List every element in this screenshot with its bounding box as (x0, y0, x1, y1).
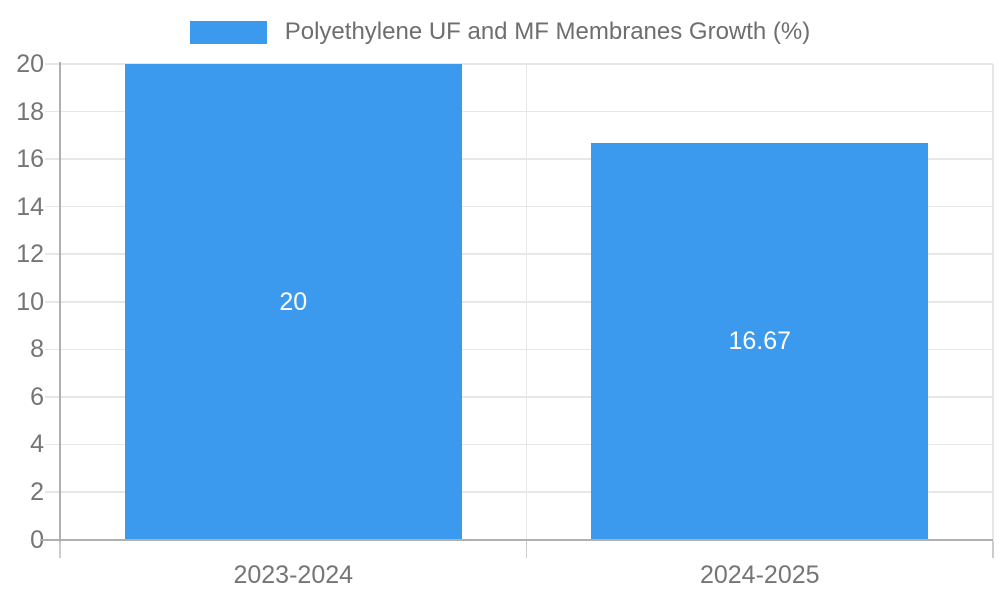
y-gridline (45, 301, 993, 303)
y-tick-label: 2 (30, 477, 44, 506)
legend-label: Polyethylene UF and MF Membranes Growth … (284, 18, 811, 45)
y-tick-label: 12 (16, 240, 44, 269)
y-tick-label: 0 (30, 525, 44, 554)
y-tick-label: 18 (16, 97, 44, 126)
y-tick-label: 16 (16, 145, 44, 174)
x-category-label: 2023-2024 (233, 561, 354, 589)
category-gridline (525, 64, 528, 540)
y-gridline (45, 396, 993, 398)
y-gridline (45, 491, 993, 493)
y-gridline (45, 110, 993, 113)
x-category-label: 2024-2025 (699, 561, 820, 589)
legend[interactable]: Polyethylene UF and MF Membranes Growth … (0, 18, 1000, 45)
y-tick-label: 4 (30, 430, 44, 459)
bar-value-label: 16.67 (728, 327, 792, 356)
y-tick-label: 6 (30, 382, 44, 411)
bar[interactable] (591, 143, 929, 540)
legend-swatch (189, 20, 267, 44)
x-tick (992, 540, 994, 558)
y-gridline (45, 63, 993, 65)
bar-value-label: 20 (279, 287, 308, 316)
y-gridline (45, 253, 993, 255)
x-axis-line (40, 538, 993, 541)
y-tick-label: 8 (30, 335, 44, 364)
y-tick-label: 10 (16, 287, 44, 316)
y-tick-label: 14 (16, 192, 44, 221)
category-gridline (992, 64, 994, 540)
y-gridline (45, 348, 993, 351)
y-tick-label: 20 (16, 50, 44, 78)
y-gridline (45, 443, 993, 446)
y-gridline (45, 205, 993, 208)
x-tick (525, 540, 528, 558)
bar[interactable] (124, 64, 462, 540)
x-tick (59, 540, 61, 558)
y-axis-line (59, 62, 61, 542)
y-gridline (45, 158, 993, 160)
